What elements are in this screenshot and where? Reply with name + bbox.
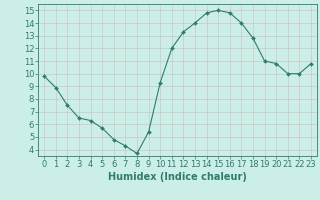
- X-axis label: Humidex (Indice chaleur): Humidex (Indice chaleur): [108, 172, 247, 182]
